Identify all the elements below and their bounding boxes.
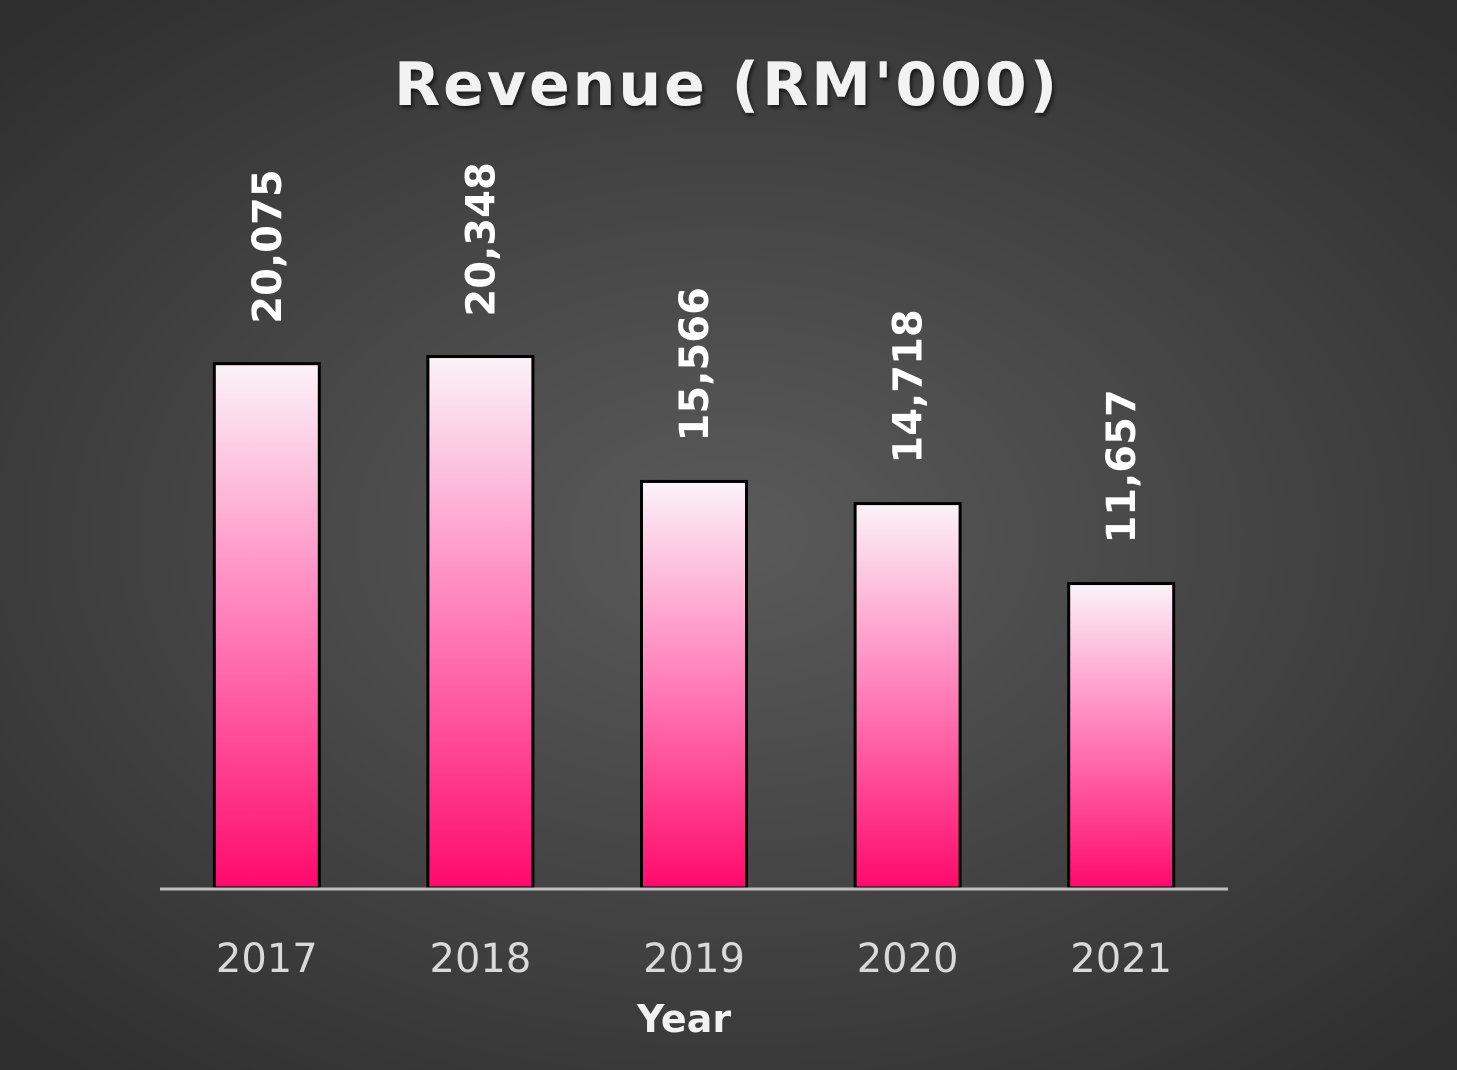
x-tick-label-2021: 2021 [1070, 936, 1172, 982]
bar-2018 [426, 355, 535, 890]
data-label-2021: 11,657 [1099, 389, 1145, 543]
data-label-2020: 14,718 [886, 309, 932, 463]
x-tick-labels: 2017 2018 2019 2020 2021 [216, 936, 1172, 982]
bar-2017 [212, 362, 321, 890]
data-labels-layer: 20,075 20,348 15,566 14,718 11,657 [245, 162, 1145, 543]
chart-title: Revenue (RM'000) [394, 50, 1060, 120]
data-label-2019: 15,566 [672, 287, 718, 441]
x-tick-label-2020: 2020 [857, 936, 959, 982]
bars-layer [212, 355, 1176, 890]
bar-2020 [853, 502, 962, 890]
bar-2021 [1067, 582, 1176, 890]
data-label-2017: 20,075 [245, 169, 291, 323]
bar-2019 [640, 479, 748, 890]
x-tick-label-2019: 2019 [643, 936, 745, 982]
x-axis-title: Year [636, 997, 731, 1041]
x-tick-label-2017: 2017 [216, 936, 318, 982]
x-tick-label-2018: 2018 [430, 936, 532, 982]
data-label-2018: 20,348 [458, 162, 504, 316]
